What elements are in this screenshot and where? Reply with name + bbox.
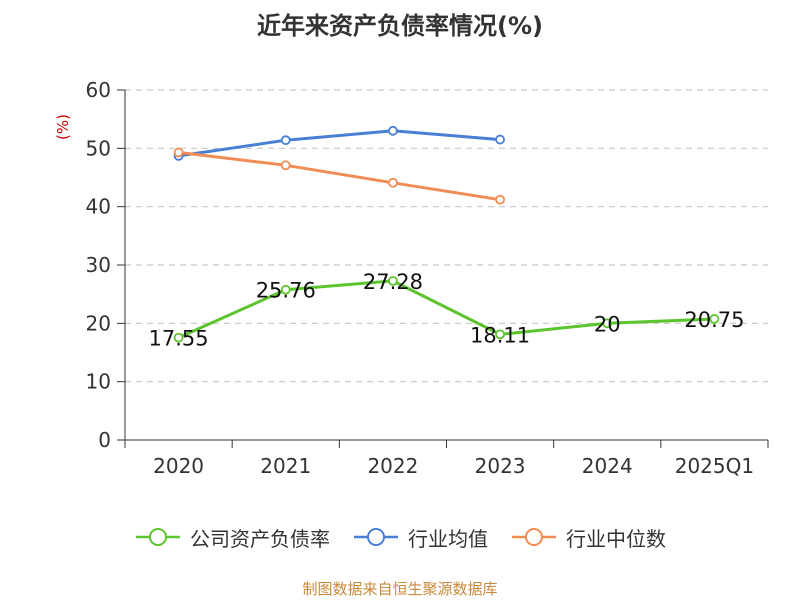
x-tick-label: 2020 [153,454,204,478]
data-point [388,177,398,188]
data-source-note: 制图数据来自恒生聚源数据库 [302,580,498,598]
legend-label-industry-mean: 行业均值 [408,526,488,551]
data-point [173,147,184,158]
legend-label-industry-median: 行业中位数 [566,526,666,551]
series-line [177,129,502,158]
y-tick-label: 60 [86,78,111,102]
data-point [388,125,398,136]
data-point [280,284,291,295]
data-point [388,275,398,286]
data-label: 17.55 [149,327,209,351]
series-line [177,150,502,202]
y-tick-label: 10 [86,370,111,394]
series-line [177,279,716,340]
data-label: 20 [594,312,621,336]
legend-swatch-company [136,528,180,546]
legend-item-company[interactable]: 公司资产负债率 [134,523,330,552]
data-label: 27.28 [363,270,423,294]
data-point [173,332,184,343]
x-tick-label: 2023 [475,454,526,478]
data-point [280,160,291,171]
data-point [495,329,505,340]
data-point [709,314,720,324]
data-point [602,318,613,329]
x-tick-label: 2024 [582,454,633,478]
legend-swatch-industry-median [512,528,556,546]
y-axis-label: (%) [54,114,72,140]
chart-title: 近年来资产负债率情况(%) [257,12,543,40]
y-tick-label: 0 [98,428,111,452]
legend-label-company: 公司资产负债率 [190,526,330,551]
legend-item-industry-mean[interactable]: 行业均值 [352,523,488,552]
data-label: 25.76 [256,279,316,303]
y-tick-label: 40 [86,195,111,219]
legend-swatch-industry-mean [354,528,398,546]
data-point [495,134,505,145]
legend-item-industry-median[interactable]: 行业中位数 [510,523,666,552]
data-label: 20.75 [684,308,744,332]
data-point [280,135,291,146]
y-tick-label: 30 [86,253,111,277]
data-point [495,194,505,205]
x-tick-label: 2022 [367,454,418,478]
data-label: 18.11 [470,323,530,347]
x-tick-label: 2025Q1 [675,454,754,478]
x-tick-label: 2021 [260,454,311,478]
y-tick-label: 50 [86,136,111,160]
chart-legend: 公司资产负债率 行业均值 行业中位数 [0,520,800,554]
y-tick-label: 20 [86,311,111,335]
